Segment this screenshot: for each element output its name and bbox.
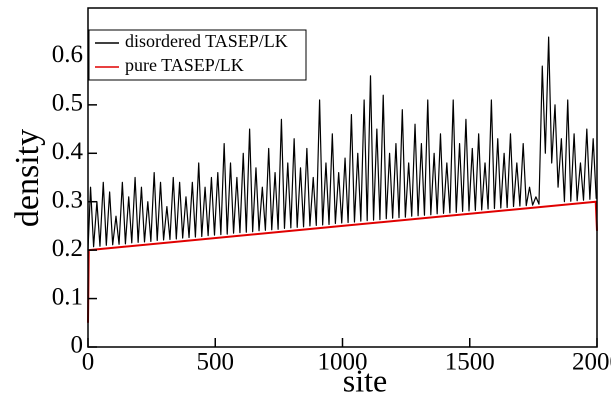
y-tick-label: 0.4 — [52, 138, 84, 165]
x-tick-label: 1500 — [445, 349, 495, 376]
y-axis-label: density — [9, 129, 46, 227]
y-tick-label: 0.5 — [52, 90, 83, 117]
y-tick-label: 0.1 — [52, 283, 83, 310]
y-tick-label: 0 — [71, 332, 84, 359]
legend-label: pure TASEP/LK — [125, 55, 244, 75]
data-line — [87, 36, 597, 251]
y-tick-label: 0.2 — [52, 235, 83, 262]
x-tick-label: 500 — [197, 349, 235, 376]
x-tick-label: 1000 — [318, 349, 368, 376]
legend-box — [88, 29, 307, 81]
x-tick-label: 0 — [82, 349, 95, 376]
y-tick-label: 0.6 — [52, 41, 83, 68]
legend-label: disordered TASEP/LK — [125, 31, 288, 51]
y-tick-label: 0.3 — [52, 186, 83, 213]
x-axis-label: site — [343, 362, 387, 398]
